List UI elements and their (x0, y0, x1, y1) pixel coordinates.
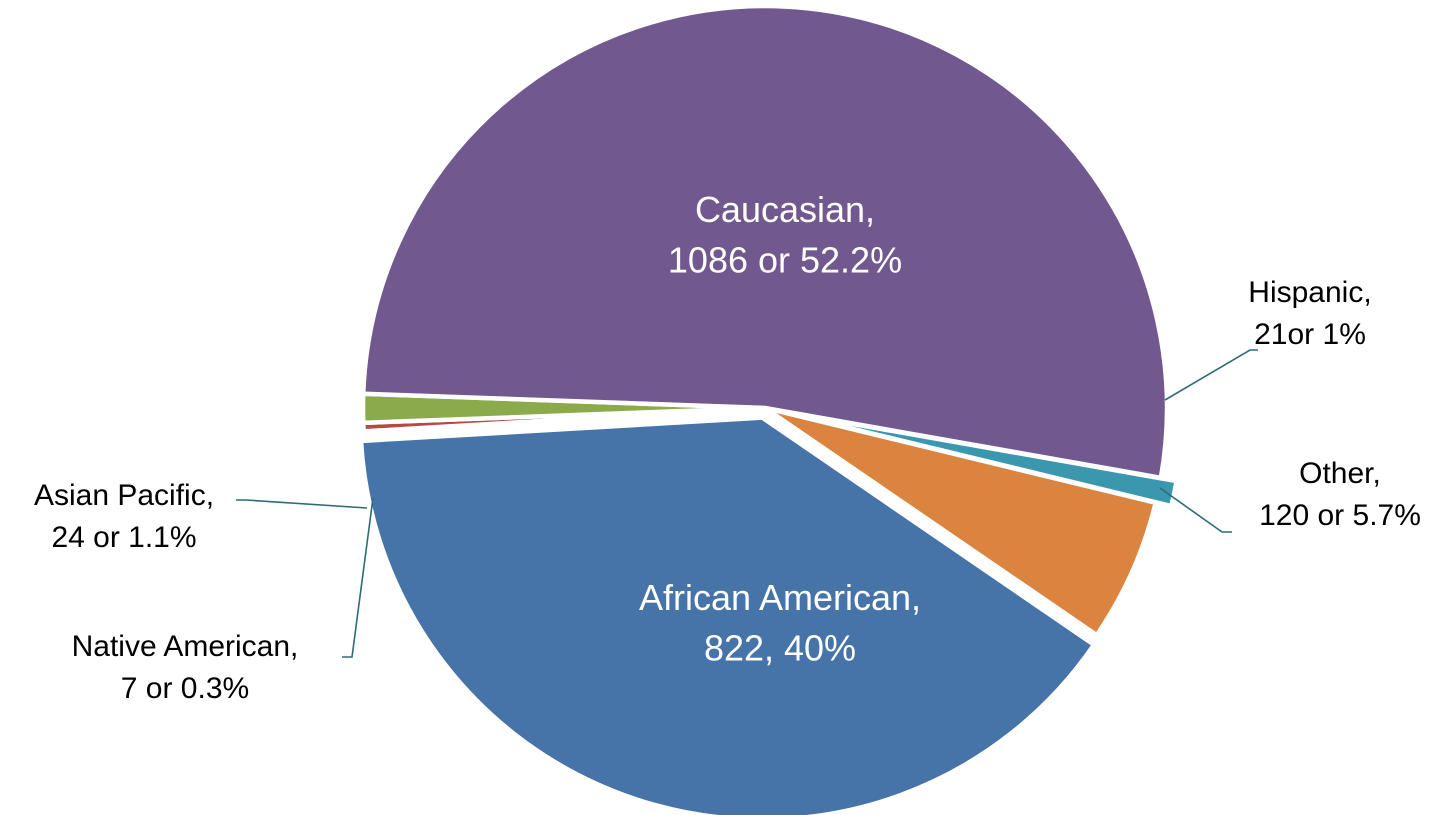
data-label-hispanic: Hispanic, 21or 1% (1248, 276, 1371, 351)
slice-caucasian (361, 3, 1170, 481)
leader-line-asian-pacific (236, 499, 368, 509)
data-label-caucasian: Caucasian, 1086 or 52.2% (668, 189, 902, 280)
slice-african-american (358, 415, 1097, 815)
pie-slices (358, 3, 1179, 815)
leader-lines (236, 349, 1258, 658)
data-labels: Hispanic, 21or 1% Other, 120 or 5.7% African… (34, 189, 1421, 705)
leader-line-other (1159, 487, 1232, 533)
leader-line-native-american (342, 497, 374, 658)
data-label-native-american: Native American, 7 or 0.3% (72, 630, 299, 705)
data-label-other: Other, 120 or 5.7% (1259, 457, 1421, 532)
data-label-african-american: African American, 822, 40% (639, 577, 921, 668)
data-label-asian-pacific: Asian Pacific, 24 or 1.1% (34, 479, 214, 554)
slice-other (762, 405, 1158, 638)
leader-line-hispanic (1164, 349, 1258, 401)
